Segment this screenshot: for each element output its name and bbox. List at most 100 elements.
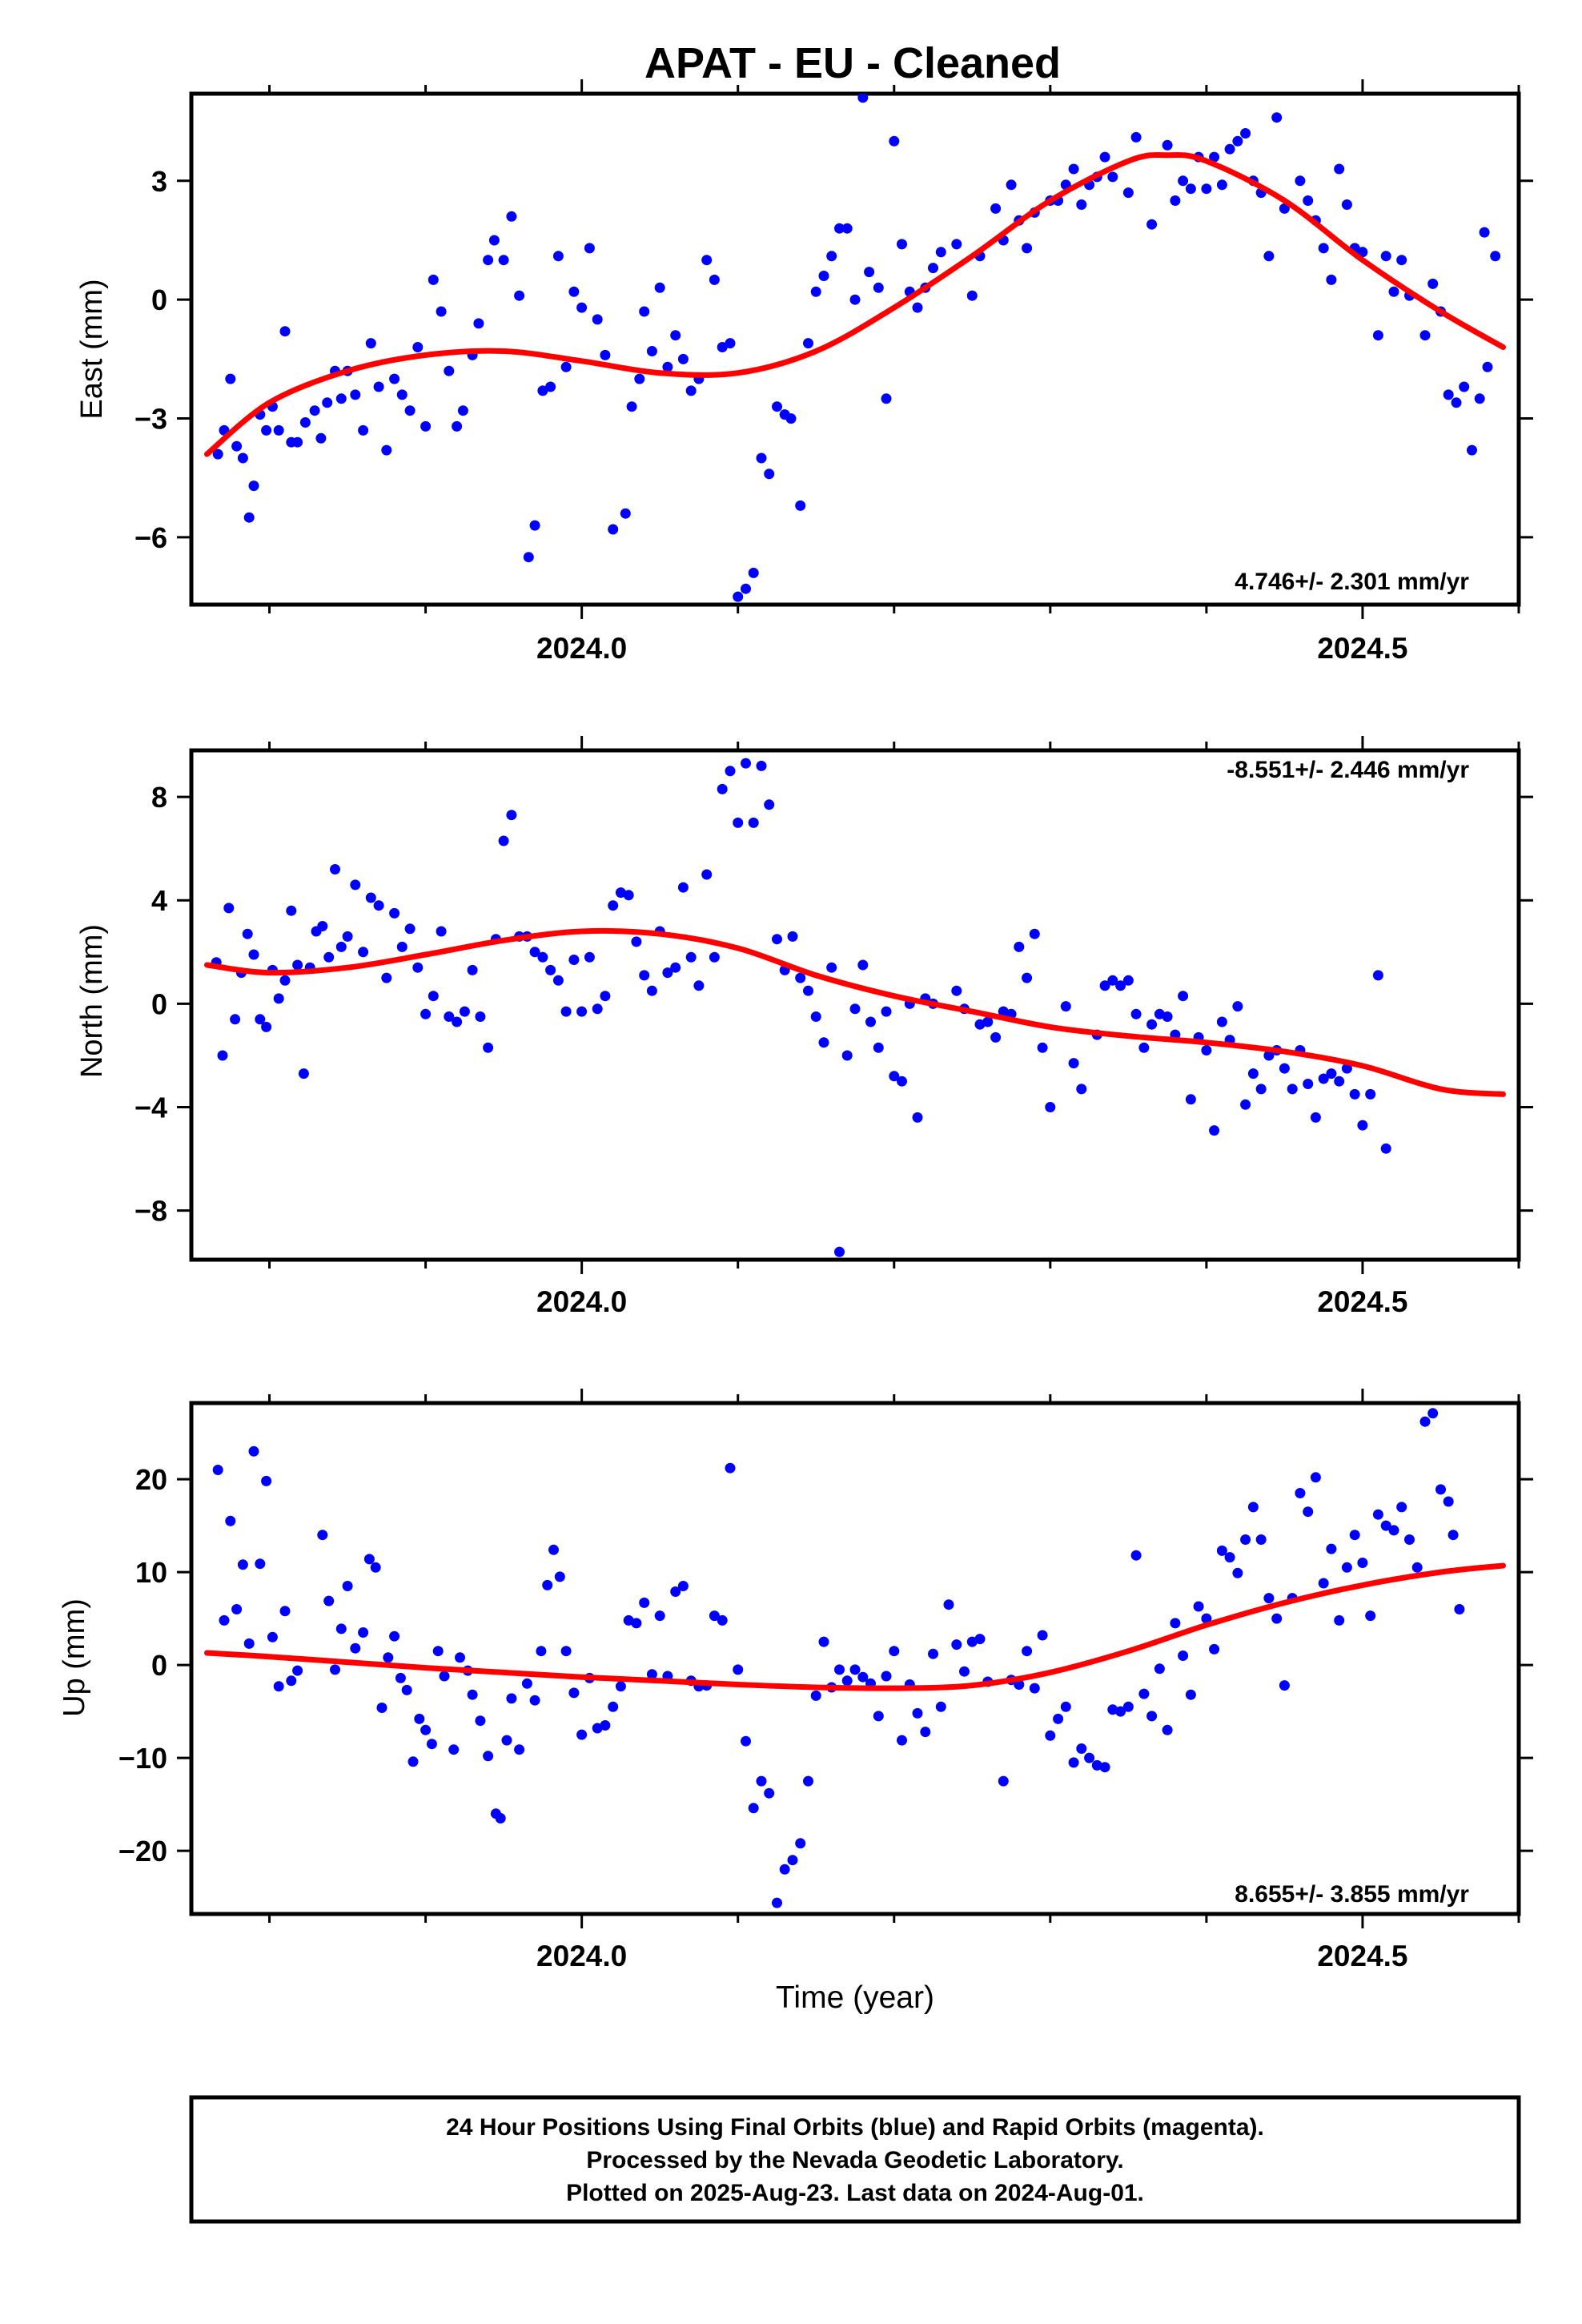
data-point — [1454, 1604, 1465, 1614]
data-point — [1396, 1502, 1407, 1513]
data-point — [292, 959, 303, 971]
data-point — [358, 1627, 369, 1638]
data-point — [1326, 1068, 1337, 1080]
footer-box: 24 Hour Positions Using Final Orbits (bl… — [189, 2095, 1521, 2224]
data-point — [841, 223, 853, 234]
data-point — [670, 330, 681, 341]
data-point — [576, 1729, 588, 1740]
data-point — [1076, 1084, 1087, 1095]
data-point — [414, 1713, 425, 1724]
data-point — [709, 951, 720, 963]
chart-title: APAT - EU - Cleaned — [644, 39, 1061, 87]
data-point — [1146, 219, 1158, 230]
data-point — [1006, 179, 1017, 191]
data-point — [1122, 975, 1134, 986]
x-axis-label: Time (year) — [776, 1980, 934, 2015]
data-point — [1279, 1063, 1290, 1074]
data-point — [389, 373, 400, 384]
data-point — [1396, 255, 1407, 266]
footer-line-2: Processed by the Nevada Geodetic Laborat… — [586, 2147, 1123, 2173]
data-point — [255, 1558, 266, 1570]
data-point — [857, 959, 869, 971]
data-point — [631, 1618, 642, 1629]
data-point — [498, 835, 509, 846]
data-point — [1162, 1724, 1173, 1735]
data-point — [1091, 1759, 1102, 1771]
data-point — [1209, 151, 1220, 163]
data-point — [1341, 1063, 1352, 1074]
data-point — [646, 346, 657, 356]
data-point — [631, 936, 642, 947]
data-point — [803, 338, 813, 349]
data-point — [286, 905, 297, 916]
data-point — [358, 947, 369, 958]
data-point — [381, 972, 392, 983]
data-point — [966, 290, 978, 301]
plot-frame — [189, 748, 1521, 1262]
data-point — [1247, 1068, 1259, 1080]
data-point — [483, 255, 494, 266]
data-point — [608, 900, 619, 911]
data-point — [826, 251, 837, 262]
data-point — [542, 1579, 553, 1590]
data-point — [1232, 1001, 1243, 1012]
data-point — [475, 1715, 486, 1727]
data-point — [1068, 1757, 1079, 1768]
data-point — [756, 1775, 767, 1787]
data-point — [881, 393, 892, 404]
data-point — [279, 326, 291, 337]
data-point — [1060, 1701, 1071, 1712]
data-point — [1107, 1704, 1118, 1715]
data-point — [1295, 1488, 1306, 1498]
data-point — [1411, 1562, 1423, 1573]
data-point — [576, 302, 588, 313]
data-point — [1022, 1646, 1033, 1657]
data-point — [243, 1638, 255, 1649]
data-point — [545, 381, 556, 392]
data-point — [1263, 1050, 1275, 1061]
data-point — [436, 926, 447, 937]
data-point — [322, 397, 333, 408]
data-point — [230, 1014, 241, 1025]
data-point — [849, 1003, 861, 1015]
data-point — [864, 267, 875, 278]
data-point — [1318, 1073, 1329, 1084]
data-point — [834, 1246, 845, 1257]
data-point — [733, 1664, 744, 1675]
data-point — [267, 1631, 278, 1642]
data-point — [841, 1675, 853, 1687]
data-point — [639, 970, 650, 981]
data-point — [608, 1701, 619, 1712]
data-point — [273, 993, 284, 1004]
data-point — [376, 1703, 387, 1713]
data-point — [448, 1744, 460, 1755]
data-point — [237, 1559, 248, 1570]
data-point — [363, 1554, 375, 1565]
data-point — [1146, 1711, 1158, 1722]
data-point — [1349, 1088, 1360, 1100]
data-point — [396, 389, 408, 400]
data-point — [225, 1515, 236, 1526]
data-point — [1380, 251, 1391, 262]
data-point — [990, 1031, 1002, 1043]
data-point — [404, 405, 416, 416]
data-point — [488, 235, 500, 246]
data-point — [1060, 1001, 1071, 1012]
data-point — [701, 255, 713, 266]
data-point — [889, 1646, 900, 1657]
x-tick-label: 2024.0 — [536, 1285, 627, 1318]
data-point — [1479, 227, 1490, 238]
data-point — [1435, 1484, 1446, 1495]
data-point — [772, 401, 782, 412]
data-point — [764, 799, 775, 810]
data-point — [1232, 135, 1243, 147]
data-point — [475, 1011, 486, 1022]
data-point — [1014, 941, 1025, 952]
data-point — [242, 928, 253, 939]
data-point — [1162, 139, 1173, 151]
data-point — [881, 1671, 892, 1682]
data-point — [912, 1707, 923, 1719]
data-point — [810, 1690, 821, 1701]
data-point — [576, 1006, 588, 1017]
data-point — [951, 239, 962, 250]
